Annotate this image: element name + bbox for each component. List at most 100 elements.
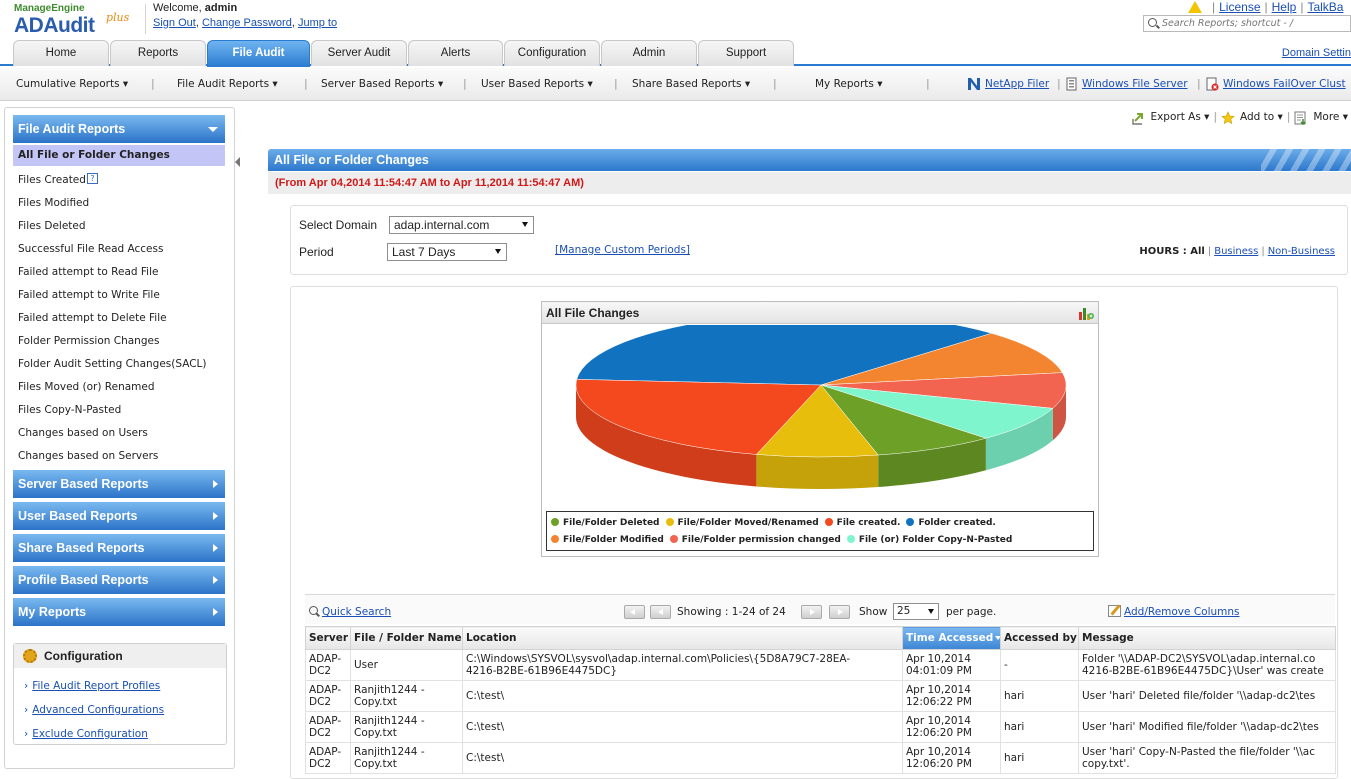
sidebar-item-files-modified[interactable]: Files Modified	[18, 197, 90, 209]
tab-alerts[interactable]: Alerts	[408, 40, 503, 66]
sidebar-item-folder-permission-changes[interactable]: Folder Permission Changes	[18, 335, 160, 347]
menu-file-audit-reports[interactable]: File Audit Reports ▾	[177, 78, 278, 90]
column-header[interactable]: Location	[462, 626, 903, 650]
file-audit-report-profiles-link[interactable]: File Audit Report Profiles	[24, 680, 160, 692]
period-select[interactable]: Last 7 Days	[387, 243, 507, 261]
server-based-reports-header[interactable]: Server Based Reports	[13, 470, 225, 498]
sidebar-item-files-deleted[interactable]: Files Deleted	[18, 220, 86, 232]
tab-reports[interactable]: Reports	[110, 40, 206, 66]
domain-select[interactable]: adap.internal.com	[389, 216, 534, 234]
domain-settings-link[interactable]: Domain Settin	[1281, 47, 1351, 59]
last-page-button[interactable]	[829, 605, 850, 619]
quick-search-link[interactable]: Quick Search	[309, 606, 391, 618]
more-button[interactable]: More ▾	[1294, 111, 1348, 125]
table-row[interactable]: ADAP- DC2 Ranjith1244 - Copy.txt C:\test\ A…	[305, 680, 1336, 712]
table-row[interactable]: ADAP- DC2 Ranjith1244 - Copy.txt C:\test\ A…	[305, 742, 1336, 774]
sidebar-item-sacl-changes[interactable]: Folder Audit Setting Changes(SACL)	[18, 358, 207, 370]
non-business-hours-link[interactable]: Non-Business	[1267, 246, 1335, 257]
table-cell-time: Apr 10,2014 12:06:20 PM	[902, 742, 1001, 774]
legend-item[interactable]: File/Folder Moved/Renamed	[665, 515, 819, 532]
file-audit-reports-header[interactable]: File Audit Reports	[13, 115, 225, 143]
tab-file-audit[interactable]: File Audit	[207, 40, 310, 67]
column-header[interactable]: Time Accessed	[902, 626, 1001, 650]
menu-my-reports[interactable]: My Reports ▾	[815, 78, 883, 90]
pie-slice[interactable]	[575, 379, 822, 455]
menu-user-based-reports[interactable]: User Based Reports ▾	[481, 78, 593, 90]
column-header[interactable]: Server	[305, 626, 351, 650]
next-page-button[interactable]	[801, 605, 822, 619]
sidebar-item-files-copy-n-pasted[interactable]: Files Copy-N-Pasted	[18, 404, 122, 416]
column-header[interactable]: File / Folder Name	[350, 626, 463, 650]
legend-item[interactable]: File/Folder Deleted	[551, 515, 660, 532]
legend-item[interactable]: File created.	[824, 515, 900, 532]
table-cell-server: ADAP- DC2	[305, 742, 351, 774]
pie-slice[interactable]	[820, 372, 1067, 409]
menu-share-based-reports[interactable]: Share Based Reports ▾	[632, 78, 751, 90]
license-link[interactable]: License	[1219, 0, 1261, 14]
add-to-button[interactable]: Add to ▾	[1221, 111, 1283, 125]
chart-type-icon[interactable]	[1078, 305, 1094, 321]
sidebar-item-failed-delete[interactable]: Failed attempt to Delete File	[18, 312, 167, 324]
table-row[interactable]: ADAP- DC2 Ranjith1244 - Copy.txt C:\test\ A…	[305, 711, 1336, 743]
tab-home[interactable]: Home	[13, 40, 109, 66]
sidebar-item-failed-write[interactable]: Failed attempt to Write File	[18, 289, 160, 301]
sidebar-item-changes-by-users[interactable]: Changes based on Users	[18, 427, 148, 439]
adaudit-logo[interactable]: ManageEngine ADAudit plus	[14, 2, 144, 38]
report-search-input[interactable]	[1162, 16, 1350, 31]
export-as-button[interactable]: Export As ▾	[1131, 111, 1209, 125]
pie-slice[interactable]	[820, 384, 987, 456]
my-reports-header[interactable]: My Reports	[13, 598, 225, 626]
chevron-right-icon	[213, 608, 218, 616]
tab-server-audit[interactable]: Server Audit	[311, 40, 407, 66]
sidebar-item-successful-file-read[interactable]: Successful File Read Access	[18, 243, 164, 255]
windows-failover-cluster-link[interactable]: Windows FailOver Clust	[1223, 78, 1346, 90]
legend-item[interactable]: File/Folder permission changed	[669, 532, 841, 549]
change-password-link[interactable]: Change Password	[201, 17, 292, 29]
exclude-configuration-link[interactable]: Exclude Configuration	[24, 728, 148, 740]
add-remove-columns-link[interactable]: Add/Remove Columns	[1108, 605, 1240, 618]
sidebar-item-failed-read[interactable]: Failed attempt to Read File	[18, 266, 159, 278]
business-hours-link[interactable]: Business	[1214, 246, 1259, 257]
report-search-box[interactable]	[1143, 15, 1351, 32]
menu-cumulative-reports[interactable]: Cumulative Reports ▾	[16, 78, 129, 90]
tab-admin[interactable]: Admin	[601, 40, 697, 66]
user-based-reports-header[interactable]: User Based Reports	[13, 502, 225, 530]
collapse-sidebar-icon[interactable]	[235, 157, 240, 167]
manage-custom-periods-link[interactable]: [Manage Custom Periods]	[555, 244, 691, 256]
advanced-configurations-link[interactable]: Advanced Configurations	[24, 704, 164, 716]
sidebar-item-files-created[interactable]: Files Created?	[13, 170, 225, 191]
sign-out-link[interactable]: Sign Out	[153, 17, 196, 29]
tab-configuration[interactable]: Configuration	[504, 40, 600, 66]
netapp-filer-link[interactable]: NetApp Filer	[985, 78, 1050, 90]
windows-file-server-link[interactable]: Windows File Server	[1082, 78, 1188, 90]
sidebar-item-all-file-folder-changes[interactable]: All File or Folder Changes	[13, 145, 225, 166]
legend-label: File (or) Folder Copy-N-Pasted	[858, 535, 1013, 545]
prev-page-button[interactable]	[650, 605, 671, 619]
share-based-reports-header[interactable]: Share Based Reports	[13, 534, 225, 562]
tab-support[interactable]: Support	[698, 40, 794, 66]
legend-item[interactable]: Folder created.	[906, 515, 996, 532]
talkback-link[interactable]: TalkBa	[1307, 0, 1344, 14]
pie-slice[interactable]	[820, 333, 1063, 386]
table-row[interactable]: ADAP- DC2 User C:\Windows\SYSVOL\sysvol\ad…	[305, 649, 1336, 681]
legend-item[interactable]: File/Folder Modified	[551, 532, 664, 549]
sidebar-item-files-moved-renamed[interactable]: Files Moved (or) Renamed	[18, 381, 155, 393]
pie-slice[interactable]	[576, 325, 993, 386]
column-header[interactable]: Message	[1078, 626, 1336, 650]
warning-icon[interactable]	[1188, 1, 1202, 13]
column-header[interactable]: Accessed by	[1000, 626, 1079, 650]
help-link[interactable]: Help	[1271, 0, 1297, 14]
pie-slice[interactable]	[755, 384, 879, 458]
first-page-button[interactable]	[624, 605, 645, 619]
pie-slice[interactable]	[820, 384, 1054, 439]
menu-server-based-reports[interactable]: Server Based Reports ▾	[321, 78, 444, 90]
jump-to-link[interactable]: Jump to	[297, 17, 338, 29]
help-icon[interactable]: ?	[86, 173, 98, 184]
hours-all-option[interactable]: All	[1190, 246, 1205, 257]
legend-item[interactable]: File (or) Folder Copy-N-Pasted	[846, 532, 1013, 549]
legend-swatch	[669, 535, 678, 543]
profile-based-reports-header[interactable]: Profile Based Reports	[13, 566, 225, 594]
per-page-select[interactable]: 25	[893, 603, 939, 620]
per-page-label: per page.	[946, 606, 997, 618]
sidebar-item-changes-by-servers[interactable]: Changes based on Servers	[18, 450, 159, 462]
